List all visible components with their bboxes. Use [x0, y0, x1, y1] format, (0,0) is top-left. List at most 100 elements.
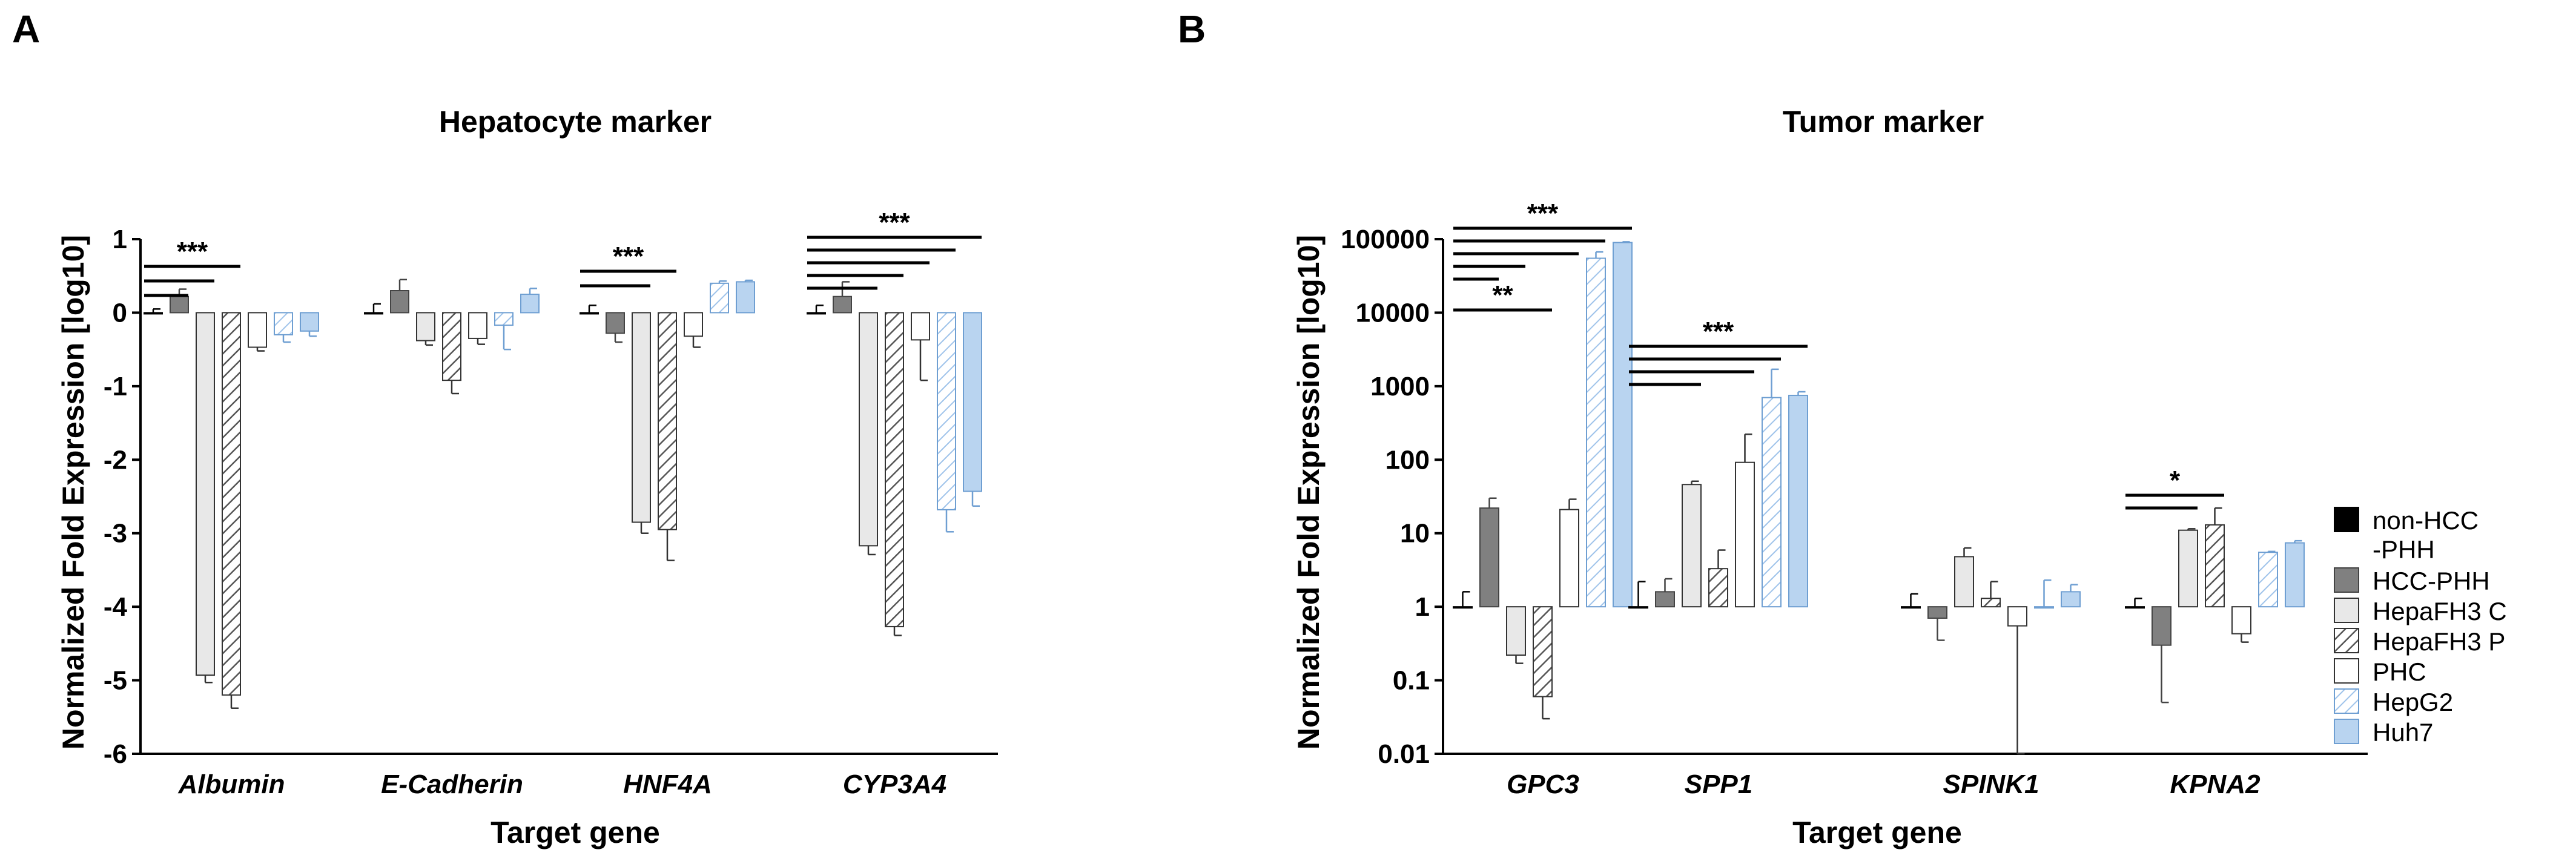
y-tick-label: 0 — [113, 298, 127, 328]
bar-a-3-3 — [885, 312, 904, 627]
bar-a-2-3 — [658, 312, 677, 530]
bar-a-2-2 — [632, 312, 651, 523]
chart-b-plot: 100000 10000 1000 100 10 1 0.1 0.01 GPC3 SPP1 SPIN… — [1341, 199, 2368, 799]
bar-b-0-3 — [1533, 606, 1553, 697]
category-label-hnf4a: HNF4A — [623, 770, 712, 799]
bar-b-0-0 — [1453, 606, 1473, 609]
bar-b-1-5 — [1762, 397, 1782, 608]
legend-swatch-2 — [2334, 598, 2359, 623]
category-label-spink1: SPINK1 — [1943, 770, 2039, 799]
bar-a-1-2 — [416, 312, 435, 341]
bar-a-0-2 — [196, 312, 215, 676]
bar-b-0-2 — [1506, 606, 1526, 656]
significance-label: *** — [1527, 199, 1559, 228]
bar-b-2-3 — [1981, 598, 2001, 608]
legend-label: Huh7 — [2373, 718, 2433, 747]
bar-b-0-4 — [1559, 509, 1579, 608]
legend-label: HepG2 — [2373, 688, 2453, 716]
bar-b-3-2 — [2178, 529, 2198, 608]
y-tick-label: -6 — [104, 739, 127, 769]
bar-b-2-6 — [2061, 591, 2081, 608]
bar-b-1-4 — [1735, 461, 1755, 608]
bar-a-1-6 — [520, 294, 540, 314]
chart-b-title: Tumor marker — [1783, 105, 1984, 139]
bar-b-0-5 — [1586, 257, 1606, 608]
bar-a-0-6 — [300, 312, 319, 332]
bar-b-2-0 — [1901, 606, 1921, 609]
bar-a-0-5 — [274, 312, 293, 335]
y-tick-label: 0.1 — [1393, 666, 1430, 696]
y-tick-label: -5 — [104, 666, 127, 696]
bar-a-2-0 — [580, 312, 599, 315]
bar-a-1-1 — [390, 290, 409, 314]
chart-a-title: Hepatocyte marker — [439, 105, 712, 139]
bar-b-3-5 — [2258, 552, 2278, 608]
legend-label: -PHH — [2373, 535, 2435, 564]
bar-a-0-1 — [170, 295, 189, 314]
chart-b-xlabel: Target gene — [1792, 816, 1962, 849]
legend-swatch-5 — [2334, 688, 2359, 714]
legend-swatch-1 — [2334, 567, 2359, 593]
legend-swatch-0 — [2334, 507, 2359, 532]
y-tick-label: -2 — [104, 445, 127, 475]
legend-label: non-HCC — [2373, 506, 2479, 535]
significance-label: * — [2170, 466, 2181, 495]
bar-b-3-4 — [2231, 606, 2251, 635]
chart-a-xlabel: Target gene — [490, 816, 660, 849]
bar-b-2-1 — [1927, 606, 1947, 619]
bar-a-1-0 — [364, 312, 383, 315]
y-tick-label: -1 — [104, 372, 127, 401]
bar-b-0-6 — [1613, 242, 1633, 608]
bar-a-3-5 — [937, 312, 956, 510]
bar-b-1-2 — [1682, 484, 1702, 608]
significance-label: *** — [177, 237, 208, 266]
bar-a-3-1 — [833, 295, 852, 314]
category-label-spp1: SPP1 — [1685, 770, 1753, 799]
bar-b-1-6 — [1788, 395, 1808, 608]
significance-label: ** — [1492, 280, 1513, 310]
bar-b-1-3 — [1708, 568, 1728, 608]
bar-b-0-1 — [1479, 507, 1499, 608]
bar-a-2-5 — [710, 282, 729, 314]
category-label-kpna2: KPNA2 — [2170, 770, 2261, 799]
y-tick-label: 100000 — [1341, 225, 1430, 254]
category-label-cyp3a4: CYP3A4 — [843, 770, 946, 799]
bar-b-2-5 — [2034, 606, 2054, 609]
legend-swatch-3 — [2334, 628, 2359, 653]
legend-label: HepaFH3 C — [2373, 597, 2507, 625]
bar-b-2-4 — [2007, 606, 2027, 627]
bar-b-3-0 — [2125, 606, 2145, 609]
y-tick-label: 1000 — [1370, 372, 1430, 401]
significance-label: *** — [1703, 317, 1734, 346]
y-tick-label: 10 — [1400, 519, 1430, 549]
y-tick-label: 100 — [1385, 445, 1430, 475]
legend-swatch-4 — [2334, 658, 2359, 684]
bar-b-3-1 — [2152, 606, 2171, 646]
panel-label-a: A — [12, 7, 40, 51]
legend-label: PHC — [2373, 658, 2426, 686]
y-tick-label: 10000 — [1356, 298, 1430, 328]
significance-label: *** — [879, 208, 910, 237]
y-tick-label: -4 — [104, 592, 128, 622]
panel-a-chart: A Hepatocyte marker Normalized Fold Expr… — [12, 7, 998, 849]
bar-b-3-3 — [2205, 524, 2225, 608]
chart-a-plot: 1 0 -1 -2 -3 -4 -5 -6 Albumin E-Cadherin HNF4A CYP3… — [104, 208, 998, 799]
bar-a-2-1 — [606, 312, 625, 334]
legend-label: HepaFH3 P — [2373, 627, 2505, 656]
panel-b-chart: B Tumor marker Normalized Fold Expressio… — [1178, 7, 2368, 849]
bar-a-3-2 — [859, 312, 878, 547]
y-tick-label: 1 — [113, 225, 127, 254]
y-tick-label: -3 — [104, 519, 127, 549]
bar-a-1-4 — [468, 312, 487, 339]
chart-b-ylabel: Normalized Fold Expression [log10] — [1292, 235, 1326, 750]
bar-b-2-2 — [1954, 556, 1974, 608]
category-label-e-cadherin: E-Cadherin — [381, 770, 523, 799]
panel-label-b: B — [1178, 7, 1206, 51]
bar-b-1-1 — [1655, 591, 1675, 608]
bar-a-2-4 — [684, 312, 703, 337]
legend-swatch-6 — [2334, 719, 2359, 744]
bar-a-3-4 — [911, 312, 930, 341]
bar-b-1-0 — [1628, 606, 1648, 609]
